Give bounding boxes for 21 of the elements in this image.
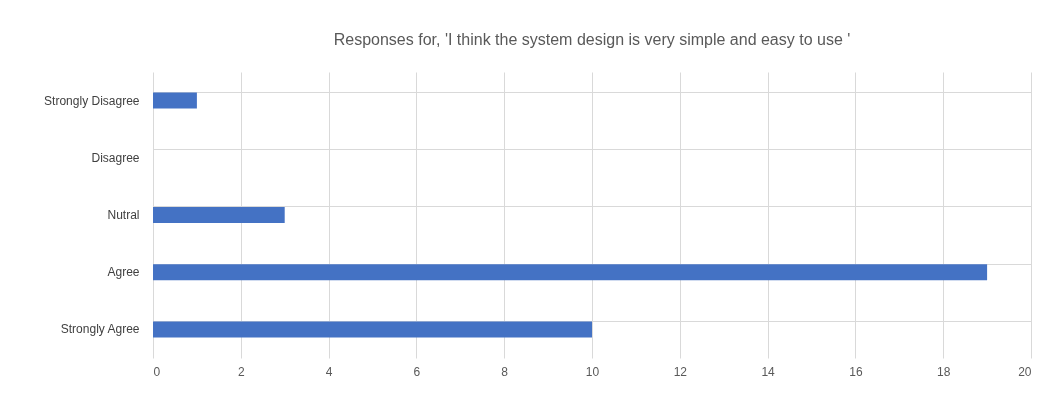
y-tick-label: Nutral (107, 208, 140, 222)
x-tick-label: 0 (153, 364, 161, 379)
x-tick-label: 14 (761, 364, 776, 379)
x-tick-label: 20 (1018, 364, 1032, 379)
x-tick-label: 12 (673, 364, 688, 379)
x-tick-label: 10 (585, 364, 600, 379)
bar (153, 321, 592, 338)
y-tick-label: Strongly Disagree (44, 93, 140, 108)
x-tick-label: 4 (325, 364, 333, 379)
y-tick-label: Agree (107, 265, 140, 280)
x-tick-label: 18 (937, 364, 951, 379)
bar (153, 264, 988, 281)
x-tick-label: 2 (237, 364, 245, 379)
bar (153, 206, 285, 224)
bar (153, 92, 197, 109)
y-tick-label: Strongly Agree (60, 322, 140, 337)
x-tick-label: 6 (413, 364, 421, 379)
x-tick-label: 8 (501, 364, 509, 379)
y-tick-label: Disagree (91, 150, 140, 165)
x-tick-label: 16 (849, 364, 863, 379)
chart-title: Responses for, 'I think the system design is very simple and easy to use ' (333, 31, 851, 48)
